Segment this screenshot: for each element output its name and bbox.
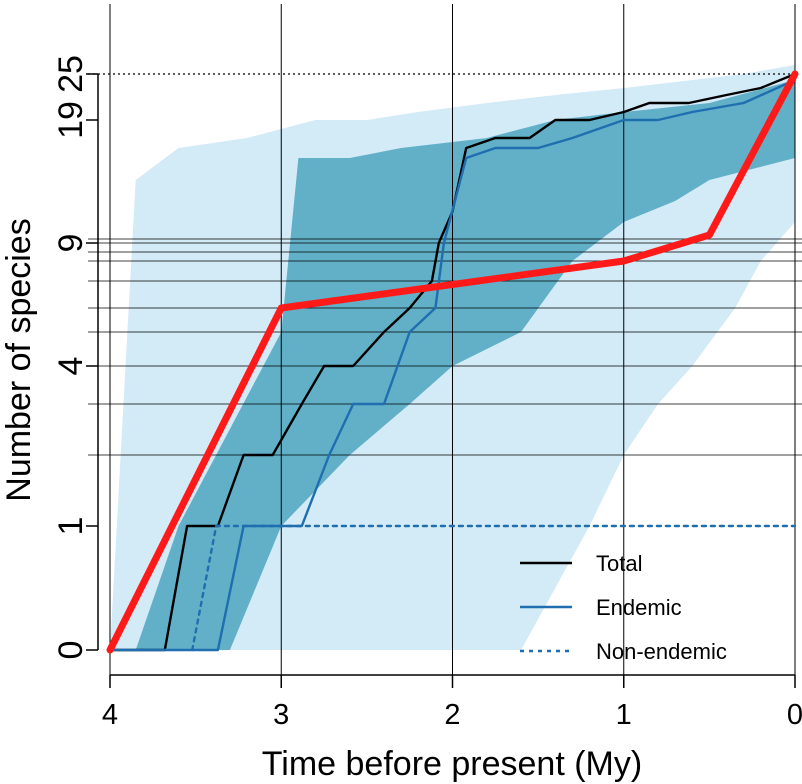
series-lines: [106, 70, 799, 654]
y-tick-label: 0: [52, 641, 90, 660]
legend-label-endemic: Endemic: [596, 595, 682, 620]
x-tick-label: 4: [102, 699, 118, 731]
grid-lines: [88, 4, 802, 678]
y-tick-label: 25: [52, 55, 90, 93]
x-tick-label: 3: [273, 699, 289, 731]
y-tick-label: 9: [52, 234, 90, 253]
series-line-total: [108, 72, 797, 652]
y-axis-label: Number of species: [0, 218, 38, 501]
legend-label-total: Total: [596, 551, 642, 576]
y-tick-label: 1: [52, 517, 90, 536]
y-tick-label: 19: [52, 101, 90, 139]
x-tick-label: 2: [444, 699, 460, 731]
y-tick-label: 4: [52, 357, 90, 376]
legend: Total Endemic Non-endemic: [520, 551, 727, 664]
legend-label-non-endemic: Non-endemic: [596, 639, 727, 664]
x-tick-label: 0: [787, 699, 802, 731]
axes: 4 3 2 1 0 0 1 4 9 19 25: [52, 55, 802, 731]
x-tick-label: 1: [616, 699, 632, 731]
x-axis-label: Time before present (My): [262, 745, 642, 783]
series-line-non-endemic: [190, 524, 797, 652]
series-line-red: [106, 70, 799, 654]
